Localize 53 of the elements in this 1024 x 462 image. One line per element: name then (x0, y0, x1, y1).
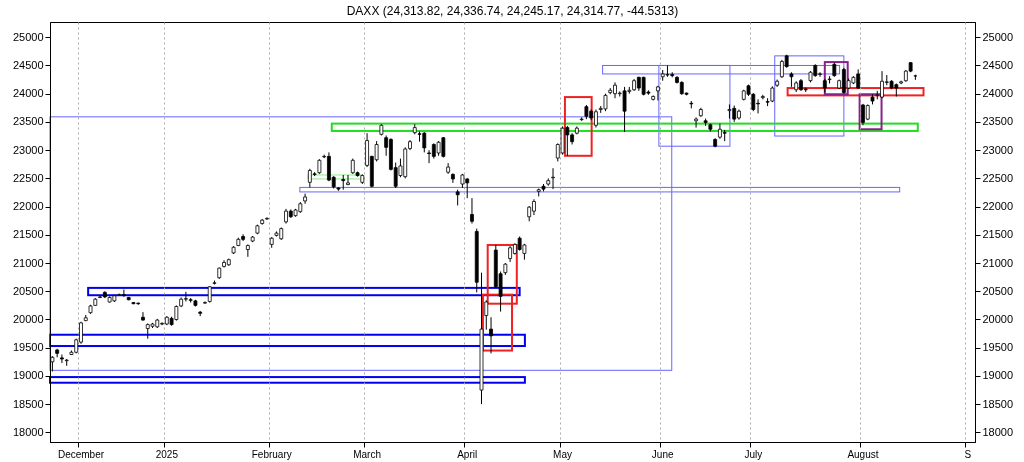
y2-tick-label: 24500 (982, 58, 1014, 71)
x-tick-label: April (457, 448, 478, 460)
x-tick-label: July (744, 448, 763, 460)
y-tick-label: 19000 (12, 369, 44, 382)
y-tick-label: 20500 (12, 284, 44, 297)
y-tick-label: 18500 (12, 397, 44, 410)
y2-tick-label: 21000 (982, 256, 1014, 269)
y-tick-label: 18000 (12, 425, 44, 438)
x-tick-label: 2025 (155, 448, 179, 460)
y-tick-label: 23000 (12, 143, 44, 156)
y-tick-label: 24500 (12, 58, 44, 71)
y2-tick-label: 20000 (982, 313, 1014, 325)
y-tick-label: 21500 (12, 228, 44, 241)
y-tick-label: 19500 (12, 341, 44, 354)
y-tick-label: 20000 (12, 313, 44, 325)
y-tick-label: 21000 (12, 256, 44, 269)
y-tick-label: 22500 (12, 171, 44, 184)
x-tick-label: December (57, 448, 105, 460)
y2-tick-label: 22500 (982, 171, 1014, 184)
x-tick-label: August (847, 448, 879, 460)
y2-tick-label: 25000 (982, 30, 1014, 43)
candlestick (203, 300, 207, 305)
y2-tick-label: 22000 (982, 200, 1014, 213)
x-tick-label: February (251, 448, 292, 460)
candlestick (665, 64, 670, 78)
candlestick (470, 197, 474, 225)
y2-tick-label: 19500 (982, 341, 1014, 354)
x-tick-label: March (353, 448, 381, 460)
candlestick (484, 299, 489, 331)
candlestick (727, 103, 732, 120)
y-tick-label: 24000 (12, 87, 44, 100)
y2-tick-label: 18000 (982, 425, 1014, 438)
y2-tick-label: 19000 (982, 369, 1014, 382)
x-tick-label: June (651, 448, 674, 460)
candlestick (622, 86, 627, 133)
y2-tick-label: 20500 (982, 284, 1014, 297)
y-tick-label: 23500 (12, 115, 44, 128)
x-tick-label: S (964, 448, 972, 460)
candlestick (245, 243, 250, 258)
candlestick (141, 311, 145, 322)
y2-tick-label: 21500 (982, 228, 1014, 241)
candlestick (694, 116, 698, 129)
y2-tick-label: 24000 (982, 87, 1014, 100)
y2-tick-label: 23000 (982, 143, 1014, 156)
y-tick-label: 25000 (12, 30, 44, 43)
y2-tick-label: 18500 (982, 397, 1014, 410)
y-tick-label: 22000 (12, 200, 44, 213)
chart-title: DAXX (24,313.82, 24,336.74, 24,245.17, 24,314.77, -44.5313) (346, 4, 679, 18)
candlestick (489, 316, 493, 354)
candlestick (346, 174, 350, 186)
x-tick-label: May (553, 448, 573, 460)
candlestick (656, 85, 660, 101)
y2-tick-label: 23500 (982, 115, 1014, 128)
